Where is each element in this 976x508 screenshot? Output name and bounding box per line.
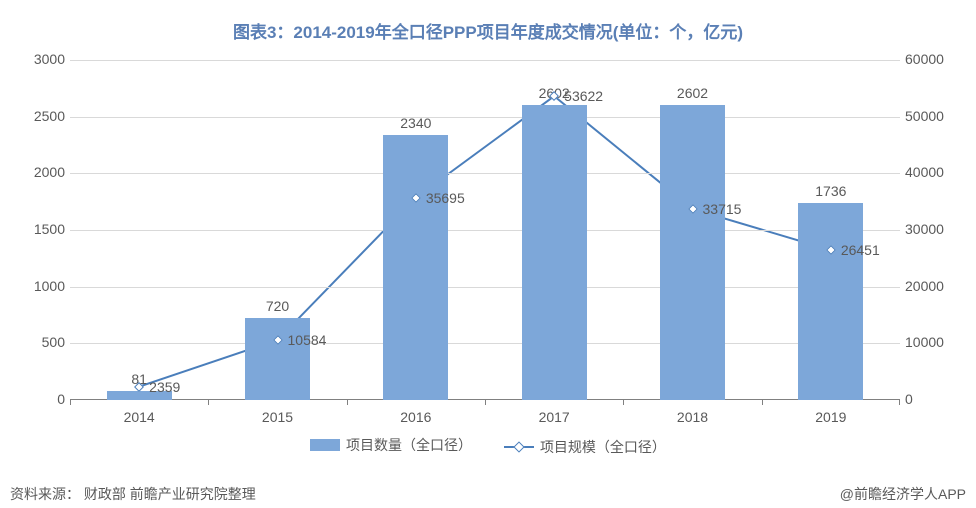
legend-item-line: 项目规模（全口径） <box>504 437 666 457</box>
bar-value-label: 2340 <box>400 115 431 131</box>
y-right-tick-label: 60000 <box>905 51 955 67</box>
x-tick-label: 2017 <box>539 409 570 425</box>
chart-title: 图表3：2014-2019年全口径PPP项目年度成交情况(单位：个，亿元) <box>0 0 976 43</box>
x-tick-label: 2015 <box>262 409 293 425</box>
bar <box>798 203 863 400</box>
line-value-label: 2359 <box>149 379 180 395</box>
y-right-tick-label: 10000 <box>905 334 955 350</box>
chart-container: 图表3：2014-2019年全口径PPP项目年度成交情况(单位：个，亿元) 05… <box>0 0 976 508</box>
line-value-label: 26451 <box>841 242 880 258</box>
x-tick-label: 2016 <box>400 409 431 425</box>
legend-line-label: 项目规模（全口径） <box>540 437 666 457</box>
footer-source: 资料来源： 财政部 前瞻产业研究院整理 <box>10 484 256 504</box>
bar <box>245 318 310 400</box>
x-tick-label: 2019 <box>815 409 846 425</box>
line-value-label: 53622 <box>564 88 603 104</box>
bar <box>522 105 587 400</box>
legend-bar-label: 项目数量（全口径） <box>346 435 472 455</box>
bar <box>660 105 725 400</box>
legend-item-bars: 项目数量（全口径） <box>310 435 472 455</box>
line-value-label: 35695 <box>426 190 465 206</box>
line-value-label: 33715 <box>703 201 742 217</box>
line-value-label: 10584 <box>288 332 327 348</box>
y-left-tick-label: 2000 <box>25 164 65 180</box>
plot-area: 0500100015002000250030000100002000030000… <box>70 60 900 400</box>
y-right-tick-label: 50000 <box>905 108 955 124</box>
legend-line-swatch <box>504 441 534 453</box>
legend-bar-swatch <box>310 439 340 451</box>
y-left-tick-label: 1500 <box>25 221 65 237</box>
y-left-tick-label: 3000 <box>25 51 65 67</box>
footer-attribution: @前瞻经济学人APP <box>840 484 966 504</box>
bar-value-label: 2602 <box>677 85 708 101</box>
y-left-tick-label: 2500 <box>25 108 65 124</box>
y-right-tick-label: 30000 <box>905 221 955 237</box>
y-right-tick-label: 0 <box>905 391 955 407</box>
footer-source-prefix: 资料来源： <box>10 486 80 502</box>
y-left-tick-label: 1000 <box>25 278 65 294</box>
bar-value-label: 720 <box>266 298 289 314</box>
x-tick-label: 2014 <box>124 409 155 425</box>
y-right-tick-label: 20000 <box>905 278 955 294</box>
bar <box>383 135 448 400</box>
y-right-tick-label: 40000 <box>905 164 955 180</box>
footer-source-text: 财政部 前瞻产业研究院整理 <box>84 486 256 502</box>
y-left-tick-label: 0 <box>25 391 65 407</box>
legend: 项目数量（全口径） 项目规模（全口径） <box>0 435 976 457</box>
x-tick-label: 2018 <box>677 409 708 425</box>
y-left-tick-label: 500 <box>25 334 65 350</box>
bar-value-label: 1736 <box>815 183 846 199</box>
